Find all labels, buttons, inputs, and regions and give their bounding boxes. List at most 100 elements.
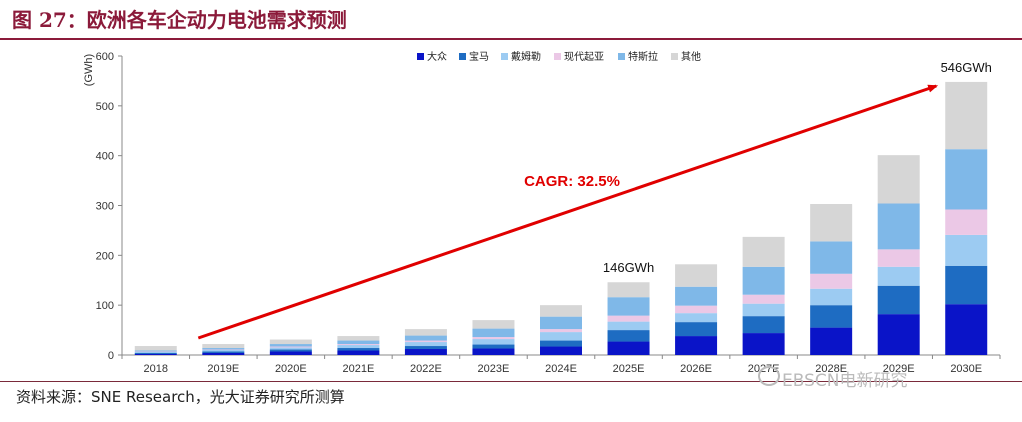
bar-segment-2026E-宝马 [675, 322, 718, 337]
bar-segment-2022E-宝马 [404, 346, 447, 350]
bar-segment-2024E-现代起亚 [540, 329, 582, 333]
bar-segment-2030E-大众 [945, 304, 988, 355]
legend-label: 特斯拉 [628, 50, 658, 63]
bar-segment-2018-特斯拉 [134, 350, 177, 352]
bar-segment-2025E-戴姆勒 [607, 321, 650, 331]
y-tick-label: 600 [96, 51, 114, 63]
x-tick-label: 2025E [613, 363, 645, 375]
y-tick-label: 500 [96, 101, 114, 113]
y-tick-label: 300 [96, 201, 114, 213]
y-tick-label: 200 [96, 250, 114, 262]
bar-segment-2028E-现代起亚 [810, 273, 853, 289]
bar-segment-2024E-特斯拉 [540, 316, 582, 330]
y-axis-label: (GWh) [83, 54, 95, 86]
bar-segment-2027E-现代起亚 [742, 294, 785, 304]
bar-segment-2030E-其他 [945, 81, 988, 150]
legend-swatch-其他 [671, 53, 678, 60]
bar-segment-2022E-大众 [404, 349, 447, 355]
bar-segment-2022E-现代起亚 [404, 340, 447, 343]
bar-segment-2024E-宝马 [540, 340, 582, 347]
x-tick-label: 2018 [144, 363, 168, 375]
x-tick-label: 2030E [950, 363, 982, 375]
y-tick-label: 0 [108, 350, 114, 362]
legend-label: 宝马 [469, 50, 489, 63]
total-label-2030E: 546GWh [941, 60, 992, 75]
total-label-2025E: 146GWh [603, 260, 654, 275]
bar-segment-2018-其他 [134, 346, 177, 351]
legend-swatch-大众 [417, 53, 424, 60]
bar-segment-2020E-大众 [269, 351, 312, 355]
bar-segment-2028E-大众 [810, 327, 853, 355]
legend-label: 戴姆勒 [511, 50, 541, 63]
legend-label: 其他 [681, 50, 701, 63]
bar-segment-2027E-其他 [742, 236, 785, 267]
x-tick-label: 2024E [545, 363, 577, 375]
legend-swatch-特斯拉 [618, 53, 625, 60]
title-divider [0, 38, 1022, 40]
bar-segment-2019E-其他 [202, 344, 245, 349]
bar-segment-2030E-宝马 [945, 265, 988, 305]
bar-segment-2019E-特斯拉 [202, 348, 245, 350]
bar-segment-2029E-特斯拉 [877, 203, 920, 250]
bar-segment-2027E-宝马 [742, 316, 785, 334]
bar-segment-2028E-戴姆勒 [810, 288, 853, 306]
cagr-trend-arrow [197, 84, 939, 340]
bar-segment-2024E-大众 [540, 346, 582, 355]
bar-segment-2023E-戴姆勒 [472, 339, 515, 345]
x-tick-label: 2026E [680, 363, 712, 375]
bar-segment-2025E-大众 [607, 341, 650, 355]
bar-segment-2026E-戴姆勒 [675, 313, 718, 323]
watermark: EBSCN电新研究 [782, 371, 908, 391]
bar-segment-2030E-现代起亚 [945, 209, 988, 235]
bar-segment-2019E-宝马 [202, 351, 245, 354]
bar-segment-2020E-其他 [269, 339, 312, 345]
bar-segment-2027E-特斯拉 [742, 266, 785, 295]
bar-segment-2021E-其他 [337, 336, 380, 341]
x-tick-label: 2021E [342, 363, 374, 375]
bar-segment-2020E-戴姆勒 [269, 347, 312, 350]
legend-swatch-宝马 [459, 53, 466, 60]
bar-segment-2023E-大众 [472, 348, 515, 355]
bar-segment-2018-宝马 [134, 353, 177, 355]
bar-segment-2027E-戴姆勒 [742, 303, 785, 317]
bar-segment-2020E-宝马 [269, 349, 312, 352]
legend-swatch-戴姆勒 [501, 53, 508, 60]
y-tick-label: 400 [96, 151, 114, 163]
legend-label: 现代起亚 [564, 51, 604, 63]
bar-segment-2029E-宝马 [877, 285, 920, 315]
bar-segment-2020E-特斯拉 [269, 344, 312, 347]
bar-segment-2022E-其他 [404, 329, 447, 336]
bar-segment-2025E-其他 [607, 282, 650, 298]
bar-segment-2025E-现代起亚 [607, 315, 650, 322]
bar-segment-2029E-其他 [877, 155, 920, 204]
bar-segment-2018-大众 [134, 354, 177, 355]
bar-segment-2022E-戴姆勒 [404, 342, 447, 347]
x-tick-label: 2020E [275, 363, 307, 375]
source-note: 资料来源：SNE Research，光大证券研究所测算 [16, 388, 345, 406]
x-tick-label: 2022E [410, 363, 442, 375]
y-tick-label: 100 [96, 300, 114, 312]
bar-segment-2023E-特斯拉 [472, 328, 515, 338]
bar-segment-2027E-大众 [742, 333, 785, 355]
bar-segment-2019E-戴姆勒 [202, 350, 245, 352]
bar-segment-2029E-现代起亚 [877, 249, 920, 267]
bar-segment-2019E-大众 [202, 353, 245, 355]
x-tick-label: 2028E [815, 363, 847, 375]
x-tick-label: 2023E [478, 363, 510, 375]
bar-segment-2023E-其他 [472, 320, 515, 329]
legend-swatch-现代起亚 [554, 53, 561, 60]
bar-segment-2022E-特斯拉 [404, 335, 447, 341]
bar-segment-2020E-现代起亚 [269, 346, 312, 348]
bar-segment-2021E-宝马 [337, 348, 380, 351]
x-tick-label: 2029E [883, 363, 915, 375]
bar-segment-2026E-其他 [675, 264, 718, 287]
bar-segment-2030E-戴姆勒 [945, 234, 988, 266]
stacked-bar-chart: 0 100 200 300 400 500 600(GWh) 2018 2019E 2020E 2… [83, 50, 1001, 375]
bar-segment-2029E-大众 [877, 314, 920, 355]
bar-segment-2021E-大众 [337, 350, 380, 355]
bar-segment-2023E-现代起亚 [472, 337, 515, 340]
bar-segment-2025E-宝马 [607, 330, 650, 342]
bar-segment-2028E-其他 [810, 204, 853, 242]
bar-segment-2029E-戴姆勒 [877, 266, 920, 286]
legend-label: 大众 [427, 50, 447, 63]
